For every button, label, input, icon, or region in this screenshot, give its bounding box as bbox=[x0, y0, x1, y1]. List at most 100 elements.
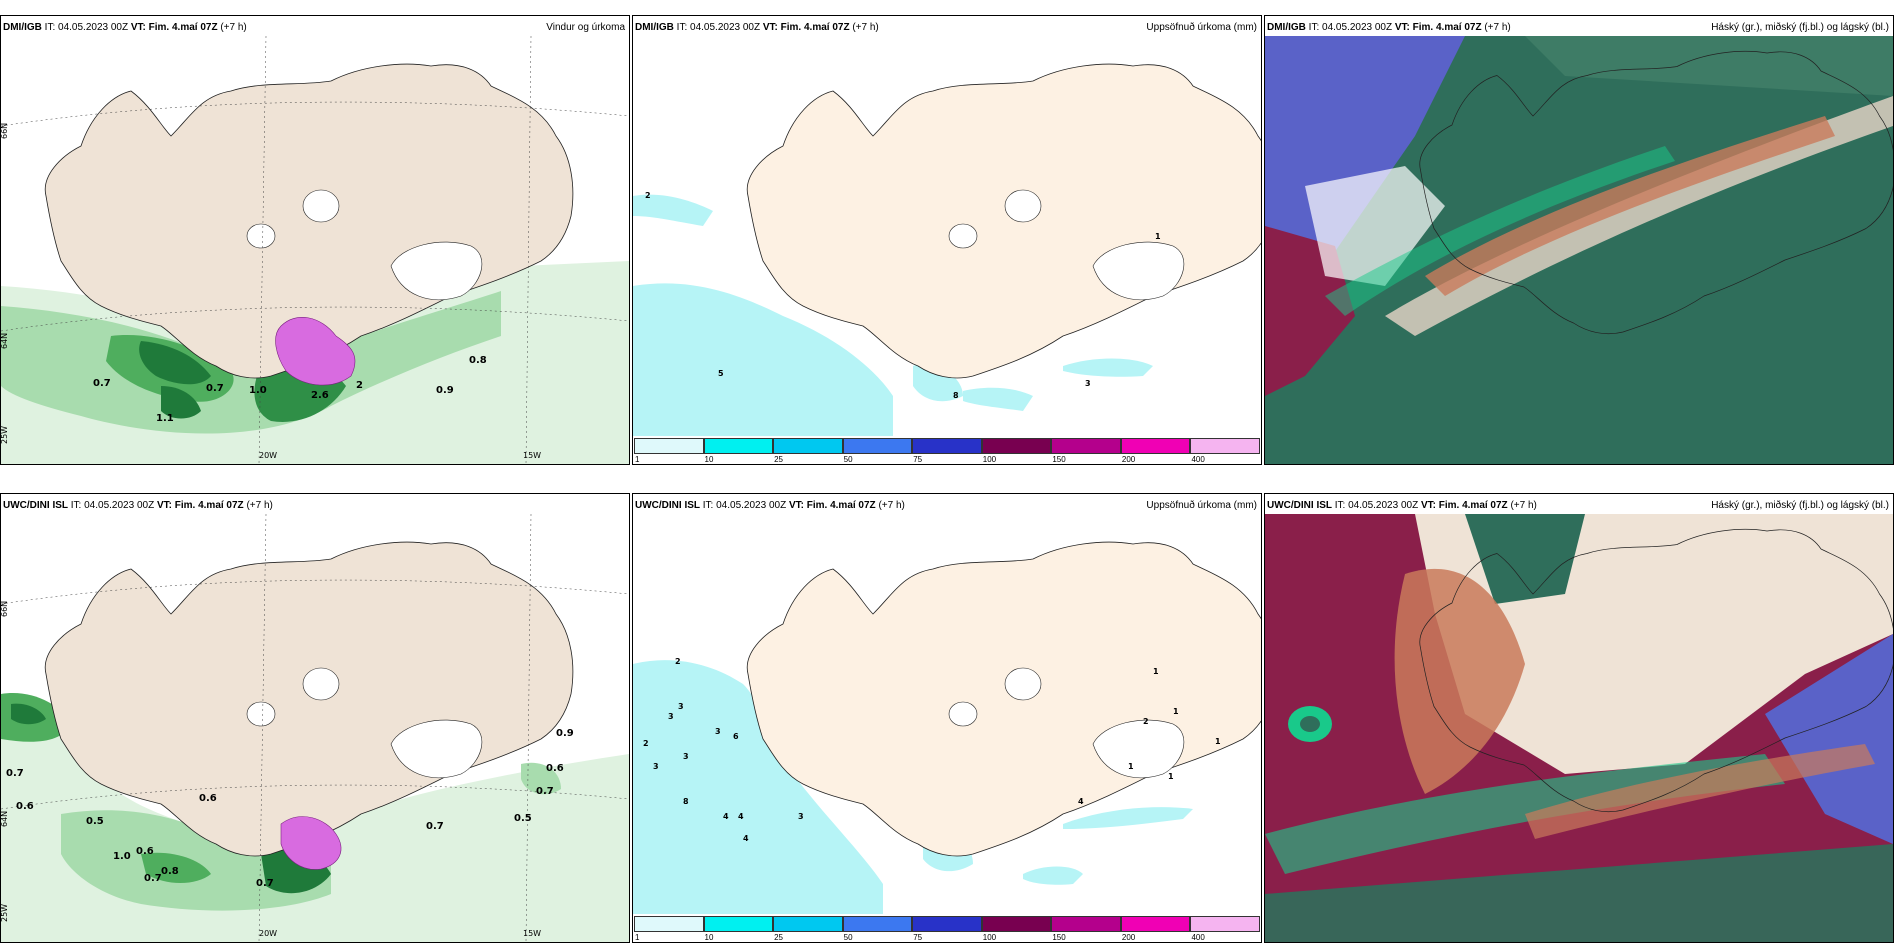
map-wind-precip: 66N 64N 20W 15W 25W 0.7 0.7 1.0 2.6 0.9 … bbox=[1, 36, 629, 464]
panel-dmi-wind-precip: DMI/IGB IT: 04.05.2023 00Z VT: Fim. 4.ma… bbox=[0, 15, 630, 465]
panel-field-label: Uppsöfnuð úrkoma (mm) bbox=[1146, 22, 1257, 33]
accum-value: 3 bbox=[715, 727, 721, 736]
lat-label-66: 66N bbox=[1, 601, 9, 617]
panel-title: DMI/IGB IT: 04.05.2023 00Z VT: Fim. 4.ma… bbox=[635, 22, 879, 33]
accum-value: 1 bbox=[1173, 707, 1179, 716]
precip-value: 0.5 bbox=[514, 813, 532, 824]
iceland-outline bbox=[1419, 51, 1893, 335]
precip-value: 2.6 bbox=[311, 390, 329, 401]
colorbar-swatch bbox=[703, 916, 774, 932]
panel-field-label: Vindur og úrkoma bbox=[546, 22, 625, 33]
precip-value: 2 bbox=[356, 380, 363, 391]
precip-value: 0.7 bbox=[93, 378, 111, 389]
precip-value: 0.8 bbox=[161, 866, 179, 877]
colorbar-tick: 400 bbox=[1191, 455, 1205, 464]
colorbar-swatch bbox=[912, 438, 982, 454]
colorbar-swatch bbox=[842, 916, 913, 932]
iceland-outline bbox=[1419, 529, 1893, 813]
accum-value: 8 bbox=[683, 797, 689, 806]
map-clouds bbox=[1265, 36, 1893, 464]
colorbar-swatch bbox=[842, 438, 913, 454]
lon-label-20w: 20W bbox=[259, 929, 277, 938]
accum-value: 3 bbox=[683, 752, 689, 761]
colorbar: 1 10 25 50 75 100 150 200 400 bbox=[633, 914, 1261, 942]
colorbar-tick: 25 bbox=[774, 455, 784, 464]
precip-value: 0.9 bbox=[436, 385, 454, 396]
precip-value: 0.8 bbox=[469, 355, 487, 366]
accum-value: 1 bbox=[1155, 232, 1161, 241]
precip-value: 0.7 bbox=[536, 786, 554, 797]
panel-uwc-clouds: UWC/DINI ISL IT: 04.05.2023 00Z VT: Fim.… bbox=[1264, 493, 1894, 943]
panel-field-label: Háský (gr.), miðský (fj.bl.) og lágský (… bbox=[1711, 500, 1889, 511]
colorbar-tick: 100 bbox=[982, 933, 997, 942]
map-accum-precip: 2 3 3 2 3 3 6 3 8 4 4 3 4 1 1 1 2 4 1 1 bbox=[633, 514, 1261, 914]
precip-value: 0.7 bbox=[426, 821, 444, 832]
colorbar-swatch bbox=[1120, 916, 1191, 932]
panel-title: UWC/DINI ISL IT: 04.05.2023 00Z VT: Fim.… bbox=[635, 500, 905, 511]
accum-value: 3 bbox=[678, 702, 684, 711]
accum-value: 6 bbox=[733, 732, 739, 741]
precip-value: 0.9 bbox=[556, 728, 574, 739]
map-clouds bbox=[1265, 514, 1893, 942]
colorbar-swatch bbox=[1051, 438, 1121, 454]
lat-label-64: 64N bbox=[1, 333, 9, 349]
precip-value: 0.5 bbox=[86, 816, 104, 827]
lat-label-64: 64N bbox=[1, 811, 9, 827]
colorbar-tick: 10 bbox=[704, 933, 714, 942]
precip-value: 1.0 bbox=[113, 851, 131, 862]
colorbar-tick: 75 bbox=[913, 455, 923, 464]
accum-value: 2 bbox=[643, 739, 649, 748]
precip-value: 0.7 bbox=[256, 878, 274, 889]
colorbar-tick: 200 bbox=[1121, 455, 1136, 464]
colorbar-swatch bbox=[1120, 438, 1191, 454]
accum-value: 2 bbox=[645, 191, 651, 200]
colorbar-swatch bbox=[912, 916, 982, 932]
precip-value: 0.6 bbox=[546, 763, 564, 774]
panel-field-label: Háský (gr.), miðský (fj.bl.) og lágský (… bbox=[1711, 22, 1889, 33]
panel-dmi-clouds: DMI/IGB IT: 04.05.2023 00Z VT: Fim. 4.ma… bbox=[1264, 15, 1894, 465]
colorbar-swatch bbox=[981, 438, 1052, 454]
colorbar-swatch bbox=[634, 438, 704, 454]
panel-uwc-accum: UWC/DINI ISL IT: 04.05.2023 00Z VT: Fim.… bbox=[632, 493, 1262, 943]
precip-value: 0.7 bbox=[206, 383, 224, 394]
precip-value: 0.6 bbox=[136, 846, 154, 857]
colorbar-swatch bbox=[1190, 438, 1260, 454]
accum-value: 3 bbox=[653, 762, 659, 771]
colorbar-tick: 25 bbox=[774, 933, 784, 942]
panel-field-label: Uppsöfnuð úrkoma (mm) bbox=[1146, 500, 1257, 511]
precip-value: 1.1 bbox=[156, 413, 174, 424]
colorbar-tick: 50 bbox=[843, 455, 853, 464]
lat-label-66: 66N bbox=[1, 123, 9, 139]
accum-value: 3 bbox=[1085, 379, 1091, 388]
precip-value: 0.6 bbox=[199, 793, 217, 804]
colorbar-tick: 10 bbox=[704, 455, 714, 464]
colorbar-swatch bbox=[773, 916, 843, 932]
accum-value: 4 bbox=[723, 812, 729, 821]
accum-value: 3 bbox=[668, 712, 674, 721]
colorbar: 1 10 25 50 75 100 150 200 400 bbox=[633, 436, 1261, 464]
lon-label-25w: 25W bbox=[1, 426, 9, 444]
accum-value: 8 bbox=[953, 391, 959, 400]
panel-dmi-accum: DMI/IGB IT: 04.05.2023 00Z VT: Fim. 4.ma… bbox=[632, 15, 1262, 465]
panel-title: DMI/IGB IT: 04.05.2023 00Z VT: Fim. 4.ma… bbox=[3, 22, 247, 33]
colorbar-tick: 75 bbox=[913, 933, 923, 942]
accum-value: 4 bbox=[743, 834, 749, 843]
colorbar-tick: 1 bbox=[635, 455, 640, 464]
accum-value: 1 bbox=[1215, 737, 1221, 746]
precip-value: 0.7 bbox=[6, 768, 24, 779]
accum-value: 5 bbox=[718, 369, 724, 378]
panel-uwc-wind-precip: UWC/DINI ISL IT: 04.05.2023 00Z VT: Fim.… bbox=[0, 493, 630, 943]
accum-value: 1 bbox=[1153, 667, 1159, 676]
panel-title: UWC/DINI ISL IT: 04.05.2023 00Z VT: Fim.… bbox=[3, 500, 273, 511]
colorbar-tick: 200 bbox=[1121, 933, 1136, 942]
lon-label-15w: 15W bbox=[523, 451, 541, 460]
accum-value: 2 bbox=[675, 657, 681, 666]
accum-value: 1 bbox=[1128, 762, 1134, 771]
colorbar-swatch bbox=[634, 916, 704, 932]
panel-title: UWC/DINI ISL IT: 04.05.2023 00Z VT: Fim.… bbox=[1267, 500, 1537, 511]
precip-value: 0.6 bbox=[16, 801, 34, 812]
lon-label-25w: 25W bbox=[1, 904, 9, 922]
colorbar-tick: 400 bbox=[1191, 933, 1205, 942]
precip-value: 1.0 bbox=[249, 385, 267, 396]
accum-value: 4 bbox=[738, 812, 744, 821]
